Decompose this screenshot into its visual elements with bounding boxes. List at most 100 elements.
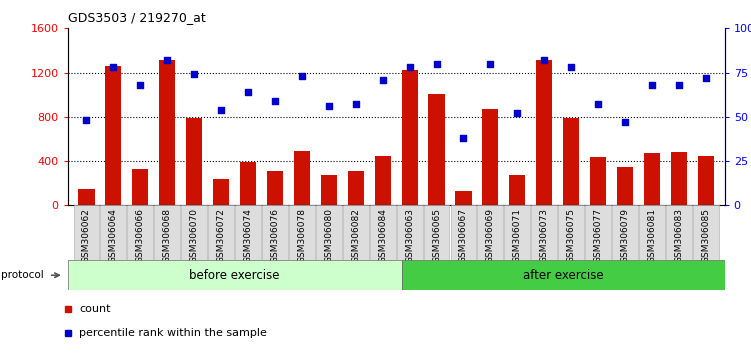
Text: GSM306076: GSM306076 bbox=[270, 208, 279, 263]
FancyBboxPatch shape bbox=[397, 205, 423, 260]
Bar bbox=[159, 61, 175, 205]
FancyBboxPatch shape bbox=[342, 205, 369, 260]
FancyBboxPatch shape bbox=[316, 205, 342, 260]
Bar bbox=[294, 151, 310, 205]
Point bbox=[430, 61, 442, 67]
Bar bbox=[563, 118, 579, 205]
FancyBboxPatch shape bbox=[666, 205, 692, 260]
Bar bbox=[671, 152, 687, 205]
FancyBboxPatch shape bbox=[181, 205, 207, 260]
Point bbox=[403, 64, 415, 70]
Text: GSM306083: GSM306083 bbox=[674, 208, 683, 263]
Point bbox=[566, 64, 578, 70]
Text: count: count bbox=[80, 304, 111, 314]
Point bbox=[619, 119, 631, 125]
Point bbox=[215, 107, 227, 113]
Bar bbox=[509, 176, 526, 205]
FancyBboxPatch shape bbox=[101, 205, 126, 260]
Text: after exercise: after exercise bbox=[523, 269, 604, 282]
Text: GSM306080: GSM306080 bbox=[324, 208, 333, 263]
Point bbox=[269, 98, 281, 104]
Text: GDS3503 / 219270_at: GDS3503 / 219270_at bbox=[68, 11, 205, 24]
FancyBboxPatch shape bbox=[693, 205, 719, 260]
Point bbox=[377, 77, 389, 82]
Bar bbox=[213, 179, 229, 205]
Bar bbox=[429, 93, 445, 205]
FancyBboxPatch shape bbox=[639, 205, 665, 260]
Text: GSM306065: GSM306065 bbox=[432, 208, 441, 263]
Point bbox=[457, 135, 469, 141]
Point bbox=[161, 57, 173, 63]
Point bbox=[538, 57, 550, 63]
Point bbox=[700, 75, 712, 81]
Bar bbox=[240, 162, 256, 205]
FancyBboxPatch shape bbox=[208, 205, 234, 260]
Point bbox=[134, 82, 146, 88]
Point bbox=[350, 102, 362, 107]
FancyBboxPatch shape bbox=[558, 205, 584, 260]
Text: GSM306079: GSM306079 bbox=[620, 208, 629, 263]
Text: GSM306081: GSM306081 bbox=[647, 208, 656, 263]
Point bbox=[189, 72, 201, 77]
Text: GSM306082: GSM306082 bbox=[351, 208, 360, 263]
FancyBboxPatch shape bbox=[478, 205, 503, 260]
Bar bbox=[105, 66, 122, 205]
FancyBboxPatch shape bbox=[369, 205, 396, 260]
FancyBboxPatch shape bbox=[154, 205, 180, 260]
Point bbox=[511, 110, 523, 116]
Bar bbox=[402, 70, 418, 205]
Bar bbox=[455, 191, 472, 205]
Text: percentile rank within the sample: percentile rank within the sample bbox=[80, 328, 267, 338]
Text: protocol: protocol bbox=[1, 270, 44, 280]
Bar bbox=[267, 171, 283, 205]
Bar bbox=[536, 61, 552, 205]
Bar bbox=[698, 155, 714, 205]
Bar bbox=[321, 176, 337, 205]
Text: GSM306071: GSM306071 bbox=[513, 208, 522, 263]
Point bbox=[592, 102, 604, 107]
Point bbox=[242, 89, 254, 95]
Point bbox=[296, 73, 308, 79]
FancyBboxPatch shape bbox=[128, 205, 153, 260]
FancyBboxPatch shape bbox=[585, 205, 611, 260]
Text: GSM306077: GSM306077 bbox=[593, 208, 602, 263]
Text: GSM306074: GSM306074 bbox=[243, 208, 252, 263]
Bar bbox=[186, 118, 202, 205]
Text: GSM306072: GSM306072 bbox=[216, 208, 225, 263]
Bar bbox=[78, 189, 95, 205]
Point bbox=[80, 118, 92, 123]
FancyBboxPatch shape bbox=[235, 205, 261, 260]
Text: GSM306066: GSM306066 bbox=[136, 208, 145, 263]
Point bbox=[673, 82, 685, 88]
Text: GSM306064: GSM306064 bbox=[109, 208, 118, 263]
Text: GSM306068: GSM306068 bbox=[163, 208, 172, 263]
FancyBboxPatch shape bbox=[68, 260, 402, 290]
Point bbox=[646, 82, 658, 88]
Text: GSM306063: GSM306063 bbox=[405, 208, 414, 263]
Text: GSM306084: GSM306084 bbox=[379, 208, 388, 263]
Bar bbox=[590, 156, 606, 205]
Text: GSM306069: GSM306069 bbox=[486, 208, 495, 263]
Text: before exercise: before exercise bbox=[189, 269, 280, 282]
Text: GSM306070: GSM306070 bbox=[190, 208, 199, 263]
FancyBboxPatch shape bbox=[612, 205, 638, 260]
Text: GSM306085: GSM306085 bbox=[701, 208, 710, 263]
FancyBboxPatch shape bbox=[451, 205, 476, 260]
Point bbox=[484, 61, 496, 67]
FancyBboxPatch shape bbox=[402, 260, 725, 290]
FancyBboxPatch shape bbox=[505, 205, 530, 260]
Text: GSM306062: GSM306062 bbox=[82, 208, 91, 263]
FancyBboxPatch shape bbox=[532, 205, 557, 260]
FancyBboxPatch shape bbox=[262, 205, 288, 260]
Bar bbox=[132, 169, 149, 205]
Bar bbox=[482, 109, 499, 205]
FancyBboxPatch shape bbox=[289, 205, 315, 260]
Text: GSM306075: GSM306075 bbox=[567, 208, 576, 263]
FancyBboxPatch shape bbox=[74, 205, 99, 260]
Bar bbox=[375, 155, 391, 205]
Point bbox=[107, 64, 119, 70]
Bar bbox=[644, 153, 660, 205]
Bar bbox=[617, 167, 633, 205]
Text: GSM306073: GSM306073 bbox=[540, 208, 549, 263]
FancyBboxPatch shape bbox=[424, 205, 450, 260]
